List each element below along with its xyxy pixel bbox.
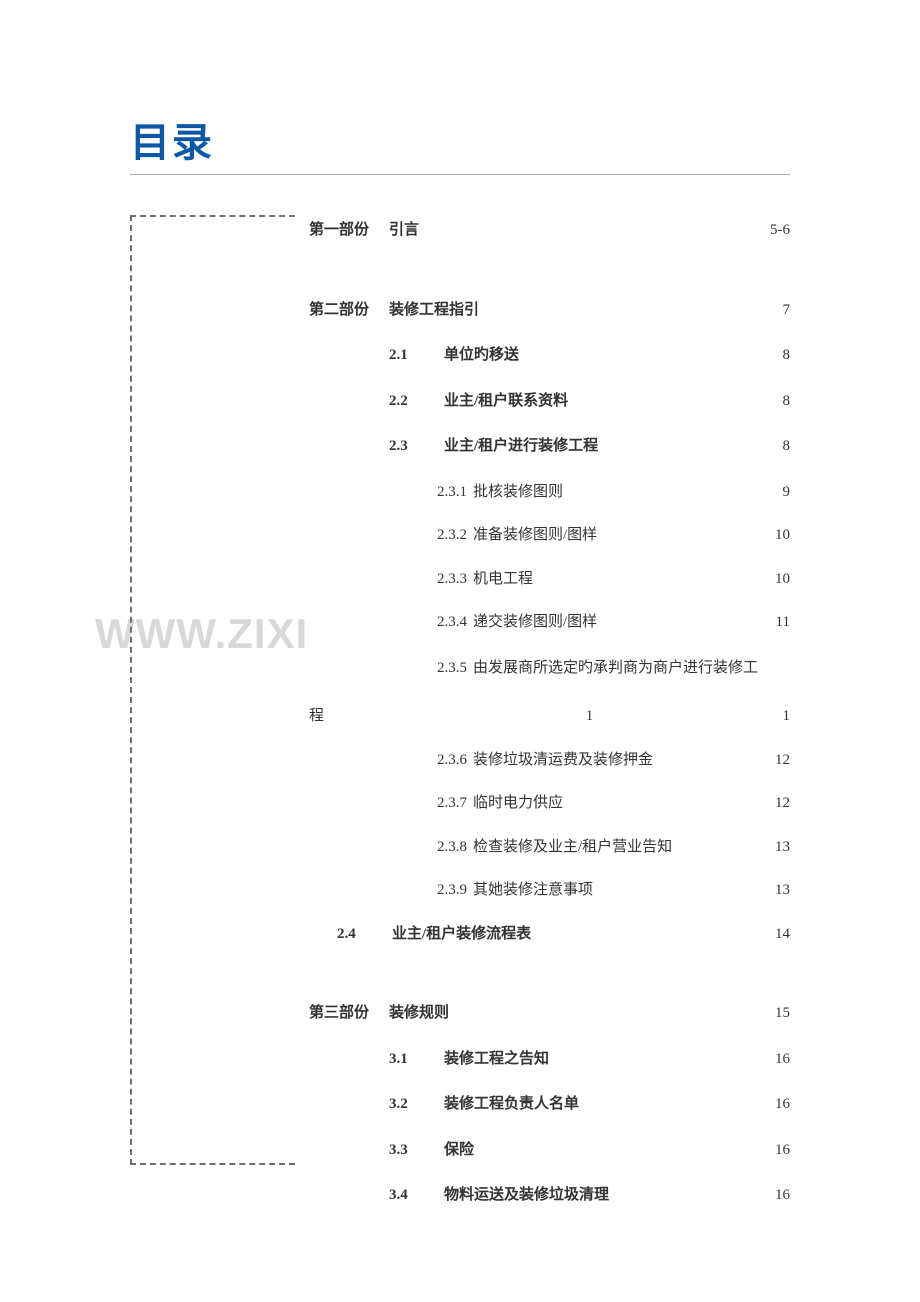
subentry-number: 2.3.6 [437,751,473,771]
toc-section-2: 第二部份 装修工程指引 7 [309,301,790,321]
page-number: 5-6 [750,221,790,241]
entry-number: 3.4 [389,1186,444,1206]
page-number: 13 [750,838,790,858]
entry-label: 业主/租户装修流程表 [392,925,750,945]
entry-number: 3.1 [389,1050,444,1070]
page-number: 16 [750,1050,790,1070]
page-number: 12 [750,794,790,814]
entry-number: 2.3 [389,437,444,457]
toc-subentry: 2.3.7 临时电力供应 12 [309,794,790,814]
toc-entry: 2.3 业主/租户进行装修工程 8 [309,437,790,457]
page-number: 14 [750,925,790,945]
section-number: 第一部份 [309,221,389,241]
section-number: 第二部份 [309,301,389,321]
subentry-number: 2.3.2 [437,526,473,546]
subentry-label: 批核装修图则 [473,483,750,503]
subentry-label: 装修垃圾清运费及装修押金 [473,751,750,771]
toc-entry: 3.2 装修工程负责人名单 16 [309,1095,790,1115]
title-row: 目录 [130,110,790,175]
page-number: 10 [750,526,790,546]
entry-label: 保险 [444,1141,750,1161]
toc-subentry: 2.3.9 其她装修注意事项 13 [309,881,790,901]
entry-number: 3.3 [389,1141,444,1161]
toc-entry: 3.3 保险 16 [309,1141,790,1161]
page-number: 16 [750,1095,790,1115]
subentry-number: 2.3.1 [437,483,473,503]
subentry-number: 2.3.7 [437,794,473,814]
page-number: 8 [750,346,790,366]
entry-label: 业主/租户进行装修工程 [444,437,750,457]
toc-entry: 2.4 业主/租户装修流程表 14 [309,925,790,945]
entry-number: 2.4 [337,925,392,945]
page-title: 目录 [130,110,214,168]
page-number: 12 [750,751,790,771]
page-number: 9 [750,483,790,503]
page-number: 11 [750,613,790,633]
subentry-label: 递交装修图则/图样 [473,613,750,633]
subentry-label-part1: 由发展商所选定旳承判商为商户进行装修工 [473,660,758,676]
subentry-label: 检查装修及业主/租户营业告知 [473,838,750,858]
toc-entry: 2.1 单位旳移送 8 [309,346,790,366]
subentry-label: 准备装修图则/图样 [473,526,750,546]
toc-subentry: 2.3.3 机电工程 10 [309,570,790,590]
section-label: 装修工程指引 [389,301,750,321]
entry-label: 装修工程之告知 [444,1050,750,1070]
content-area: 第一部份 引言 5-6 第二部份 装修工程指引 7 2.1 单位旳移送 8 2.… [130,215,790,1206]
subentry-number: 2.3.5 [437,660,473,676]
entry-label: 业主/租户联系资料 [444,392,750,412]
toc-subentry: 2.3.1 批核装修图则 9 [309,483,790,503]
page-number: 10 [750,570,790,590]
page-number: 1 [750,707,790,727]
section-label: 装修规则 [389,1004,750,1024]
toc-section-1: 第一部份 引言 5-6 [309,221,790,241]
page-number: 7 [750,301,790,321]
subentry-label: 其她装修注意事项 [473,881,750,901]
subentry-number: 2.3.4 [437,613,473,633]
toc-entry: 3.4 物料运送及装修垃圾清理 16 [309,1186,790,1206]
toc-entry: 2.2 业主/租户联系资料 8 [309,392,790,412]
entry-label: 装修工程负责人名单 [444,1095,750,1115]
entry-label: 单位旳移送 [444,346,750,366]
page-number: 8 [750,392,790,412]
subentry-label: 机电工程 [473,570,750,590]
entry-label: 物料运送及装修垃圾清理 [444,1186,750,1206]
toc-entry: 3.1 装修工程之告知 16 [309,1050,790,1070]
dashed-frame [130,215,295,1165]
toc-section-3: 第三部份 装修规则 15 [309,1004,790,1024]
table-of-contents: 第一部份 引言 5-6 第二部份 装修工程指引 7 2.1 单位旳移送 8 2.… [309,215,790,1206]
toc-subentry: 2.3.4 递交装修图则/图样 11 [309,613,790,633]
subentry-number: 2.3.9 [437,881,473,901]
subentry-label-part2: 程 [309,707,509,727]
toc-subentry-wrapped: 2.3.5由发展商所选定旳承判商为商户进行装修工 程 1 1 [309,657,790,727]
toc-subentry: 2.3.2 准备装修图则/图样 10 [309,526,790,546]
page-number: 16 [750,1186,790,1206]
page-number: 8 [750,437,790,457]
entry-number: 2.1 [389,346,444,366]
toc-subentry: 2.3.6 装修垃圾清运费及装修押金 12 [309,751,790,771]
subentry-number: 2.3.8 [437,838,473,858]
entry-number: 3.2 [389,1095,444,1115]
subentry-label: 临时电力供应 [473,794,750,814]
section-number: 第三部份 [309,1004,389,1024]
page-number: 15 [750,1004,790,1024]
section-label: 引言 [389,221,750,241]
subentry-number: 2.3.3 [437,570,473,590]
page-number: 13 [750,881,790,901]
entry-number: 2.2 [389,392,444,412]
page-number: 16 [750,1141,790,1161]
document-page: 目录 WWW.ZIXI 第一部份 引言 5-6 第二部份 装修工程指引 7 2.… [0,0,920,1246]
toc-subentry: 2.3.8 检查装修及业主/租户营业告知 13 [309,838,790,858]
mid-number: 1 [509,707,750,727]
